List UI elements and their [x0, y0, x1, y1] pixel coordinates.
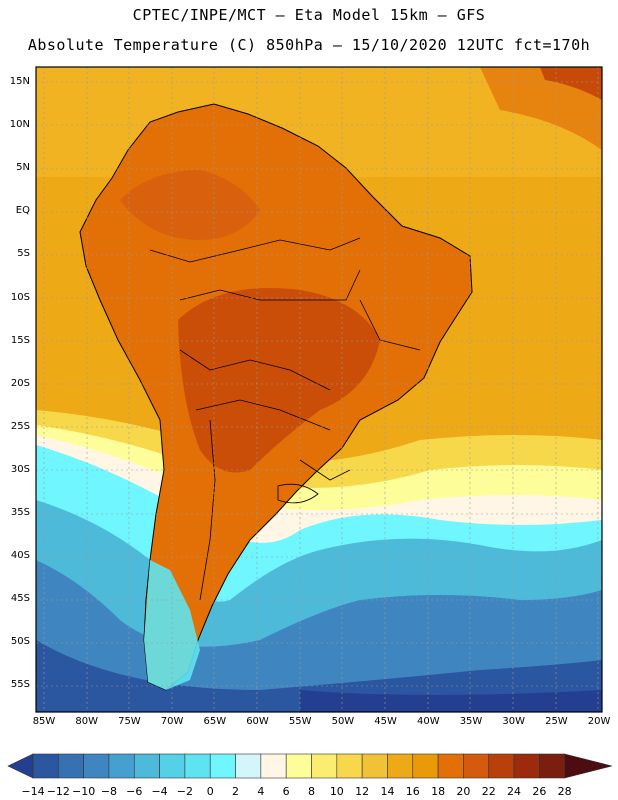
colorbar-label: 14 [380, 785, 395, 798]
colorbar-swatch [58, 753, 84, 779]
lat-label: 40S [10, 550, 30, 562]
colorbar-swatch [513, 753, 540, 779]
colorbar-label: 10 [329, 785, 344, 798]
colorbar-label: 26 [532, 785, 547, 798]
colorbar-swatch [488, 753, 515, 779]
title-line-1: CPTEC/INPE/MCT – Eta Model 15km – GFS [132, 6, 486, 24]
colorbar-label: 4 [257, 785, 265, 798]
colorbar-label: 2 [232, 785, 240, 798]
colorbar-label: −4 [151, 785, 168, 798]
lon-label: 55W [288, 716, 312, 727]
lat-label: 20S [10, 377, 30, 389]
colorbar-label: 16 [405, 785, 420, 798]
lat-label: EQ [15, 205, 30, 217]
lat-label: 10N [9, 119, 30, 131]
lon-label: 40W [416, 716, 440, 727]
colorbar-swatch [285, 753, 312, 779]
colorbar-label: 12 [355, 785, 370, 798]
colorbar-swatch [133, 753, 160, 779]
lon-label: 60W [246, 716, 269, 727]
lon-label: 70W [160, 716, 184, 727]
colorbar-swatch [361, 753, 388, 779]
colorbar-label: −10 [72, 785, 96, 798]
colorbar-label: −6 [126, 785, 143, 798]
lat-label: 30S [10, 463, 30, 475]
lat-label: 55S [10, 679, 30, 691]
colorbar-label: −8 [100, 785, 118, 798]
colorbar-swatch [209, 753, 236, 779]
colorbar-swatch [387, 753, 414, 779]
colorbar-swatch [437, 753, 464, 779]
colorbar-swatch [83, 753, 110, 779]
colorbar [7, 753, 613, 779]
colorbar-swatch [32, 753, 59, 779]
graticule [36, 67, 602, 712]
lon-label: 30W [502, 716, 525, 727]
colorbar-swatch [184, 753, 211, 779]
colorbar-label: 20 [456, 785, 471, 798]
colorbar-label: 0 [206, 785, 214, 798]
lat-label: 35S [10, 507, 30, 518]
colorbar-swatch [260, 753, 287, 779]
lat-label: 5N [16, 162, 30, 174]
colorbar-arrow-high [564, 753, 613, 779]
colorbar-label: 8 [308, 785, 315, 798]
colorbar-label: −12 [46, 785, 70, 798]
colorbar-swatch [336, 753, 363, 779]
lon-label: 25W [545, 716, 568, 727]
colorbar-swatch [539, 753, 565, 779]
colorbar-swatch [159, 753, 186, 779]
lon-label: 20W [587, 716, 611, 727]
colorbar-label: 28 [557, 785, 572, 798]
colorbar-label: 24 [507, 785, 522, 798]
colorbar-label: 6 [282, 785, 290, 798]
map-frame [35, 66, 603, 713]
lat-label: 15S [10, 334, 30, 346]
colorbar-label: 18 [431, 785, 446, 798]
colorbar-label: 22 [481, 785, 496, 798]
lon-label: 85W [32, 716, 56, 727]
colorbar-swatch [235, 753, 262, 779]
lon-label: 65W [203, 716, 227, 727]
colorbar-swatch [412, 753, 439, 779]
lat-label: 5S [17, 248, 30, 260]
title-line-2: Absolute Temperature (C) 850hPa – 15/10/… [27, 36, 591, 54]
colorbar-swatch [108, 753, 135, 779]
lat-label: 10S [10, 291, 30, 303]
lat-label: 25S [10, 420, 30, 432]
colorbar-label: −2 [176, 785, 194, 798]
lat-label: 15N [9, 76, 30, 87]
lon-label: 45W [374, 716, 397, 727]
colorbar-swatch [311, 753, 338, 779]
lat-label: 45S [10, 593, 30, 605]
colorbar-arrow-low [7, 753, 34, 779]
colorbar-label: −14 [21, 785, 45, 798]
colorbar-swatch [463, 753, 490, 779]
lon-label: 75W [118, 716, 141, 727]
lat-label: 50S [10, 636, 30, 648]
lon-label: 80W [75, 716, 98, 727]
lon-label: 35W [459, 716, 483, 727]
lon-label: 50W [331, 716, 355, 727]
